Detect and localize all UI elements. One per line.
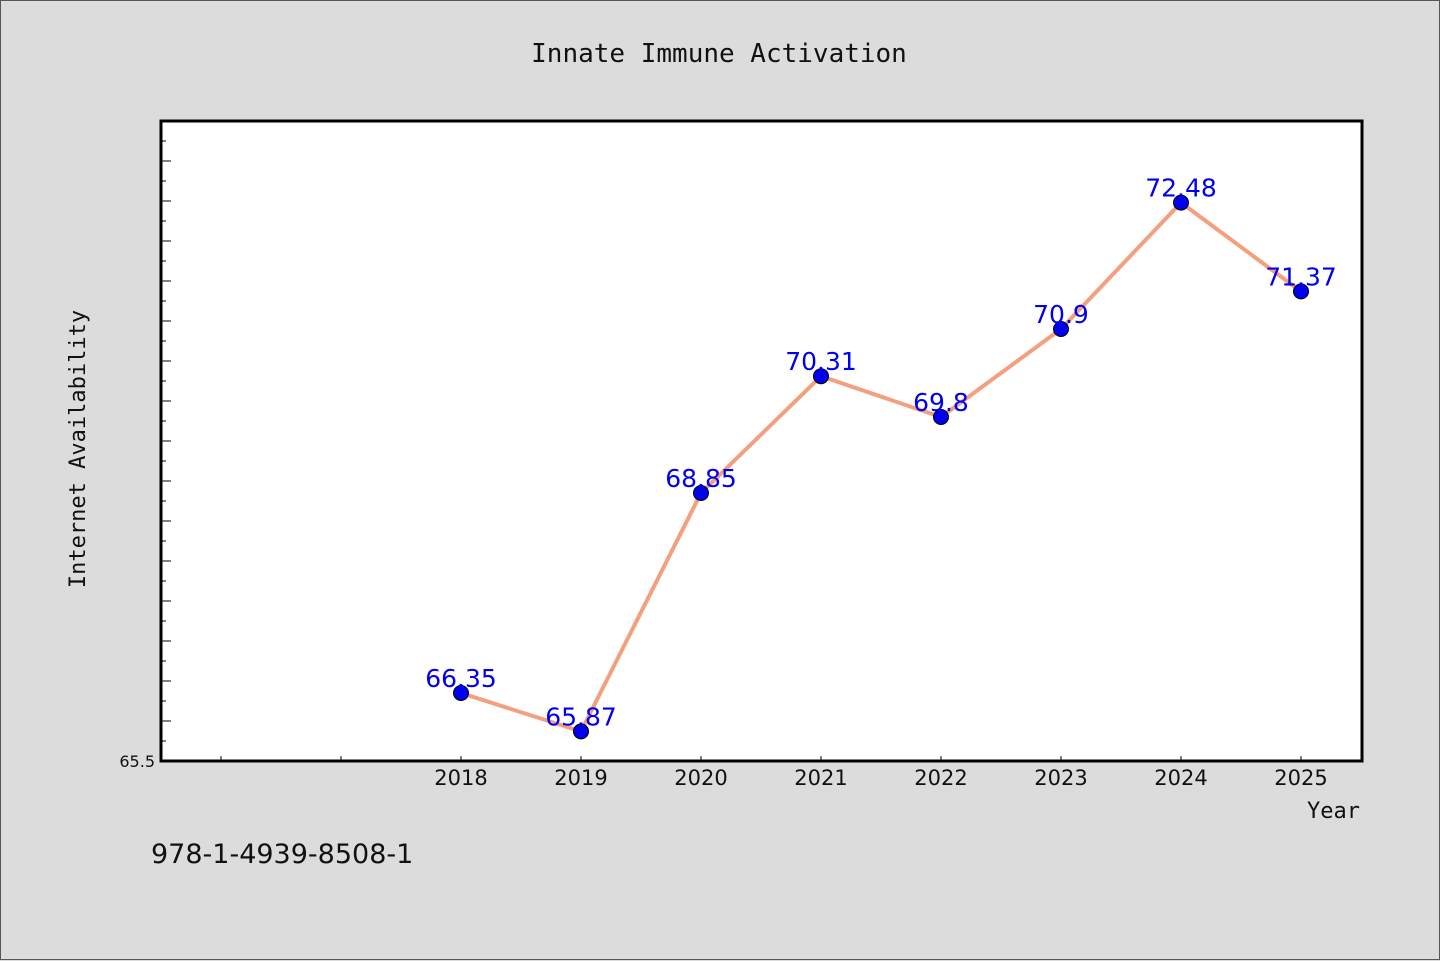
isbn-text: 978-1-4939-8508-1	[151, 839, 413, 870]
data-label: 68.85	[665, 464, 737, 493]
x-tick-label: 2018	[434, 766, 487, 790]
series-layer: 66.35 65.87 68.85 70.31 69.8 70.9 72.48 71.37	[425, 174, 1337, 740]
data-point	[1293, 283, 1309, 300]
x-tick-label: 2025	[1274, 766, 1327, 790]
data-point	[1173, 194, 1189, 211]
data-point	[1053, 321, 1069, 337]
data-point	[693, 485, 709, 501]
data-label: 71.37	[1265, 262, 1337, 291]
data-label: 69.8	[913, 388, 969, 417]
data-label: 70.9	[1033, 300, 1089, 329]
x-tick-label: 2021	[794, 766, 847, 790]
x-tick-label: 2023	[1034, 766, 1087, 790]
data-label: 72.48	[1145, 174, 1217, 203]
x-tick-label: 2019	[554, 766, 607, 790]
x-axis-ticks: 2018 2019 2020 2021 2022 2023 2024 2025	[220, 756, 1328, 790]
x-tick-label: 2022	[914, 766, 967, 790]
y-tick-label: 65.5	[119, 752, 155, 771]
y-axis-label: Internet Availability	[66, 310, 91, 588]
series-line	[460, 200, 1303, 734]
y-axis-ticks: 65.5	[119, 120, 171, 771]
x-axis-label: Year	[1307, 799, 1360, 824]
data-point	[813, 368, 829, 385]
data-point	[933, 409, 949, 425]
chart-title: Innate Immune Activation	[531, 39, 907, 69]
x-tick-label: 2020	[674, 766, 727, 790]
x-tick-label: 2024	[1154, 766, 1207, 790]
data-point	[453, 685, 469, 701]
data-label: 66.35	[425, 664, 497, 693]
plot-area	[159, 119, 1364, 763]
data-label: 70.31	[785, 347, 857, 376]
data-label: 65.87	[545, 702, 617, 731]
data-point	[573, 723, 589, 740]
